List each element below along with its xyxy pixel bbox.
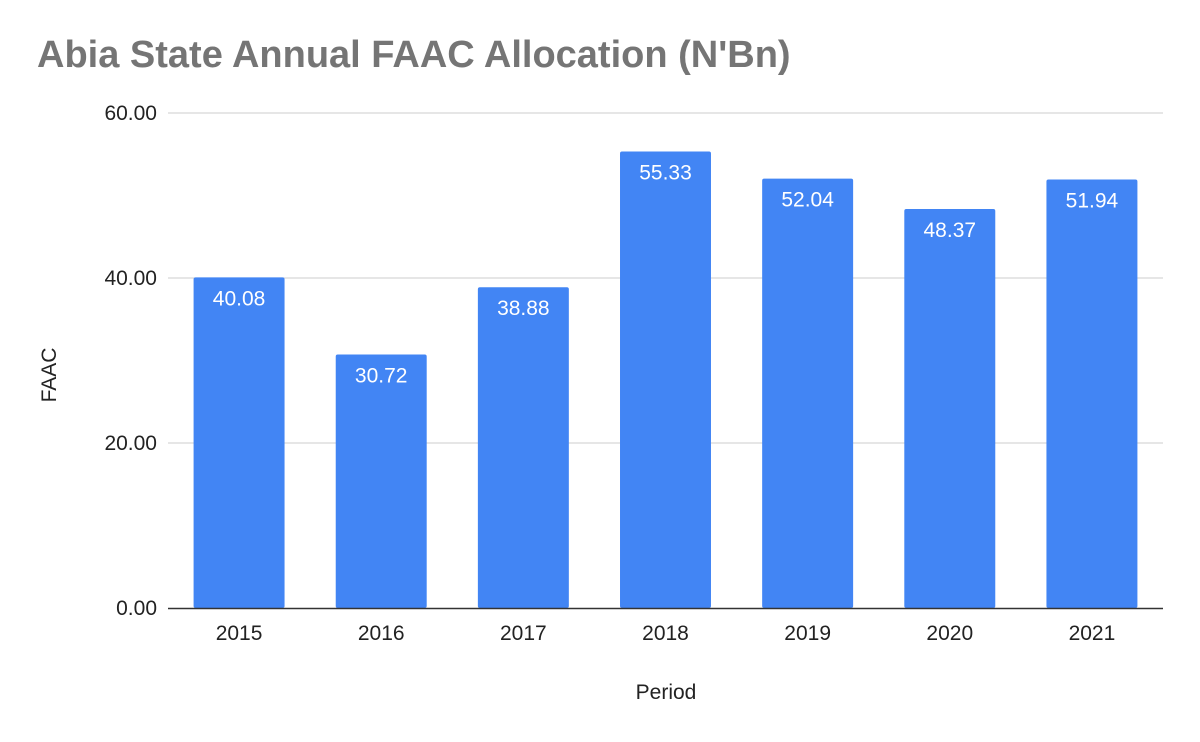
data-label: 38.88 bbox=[497, 297, 550, 320]
bar bbox=[335, 354, 427, 608]
x-tick-label: 2021 bbox=[1069, 622, 1116, 645]
bars bbox=[193, 151, 1138, 609]
x-axis-title: Period bbox=[636, 681, 697, 704]
x-axis-ticks: 2015 2016 2017 2018 2019 2020 2021 bbox=[216, 622, 1116, 645]
data-label: 30.72 bbox=[355, 365, 408, 388]
y-axis-title: FAAC bbox=[38, 348, 61, 403]
data-label: 48.37 bbox=[924, 219, 977, 242]
x-tick-label: 2017 bbox=[500, 622, 547, 645]
y-tick-label: 0.00 bbox=[116, 597, 157, 620]
bar bbox=[193, 277, 285, 608]
bar bbox=[904, 208, 996, 608]
data-label: 51.94 bbox=[1066, 189, 1119, 212]
data-label: 55.33 bbox=[639, 162, 692, 185]
y-tick-label: 20.00 bbox=[104, 432, 157, 455]
x-tick-label: 2020 bbox=[926, 622, 973, 645]
y-tick-label: 40.00 bbox=[104, 267, 157, 290]
x-tick-label: 2016 bbox=[358, 622, 405, 645]
bar bbox=[1046, 179, 1138, 608]
data-label: 52.04 bbox=[781, 189, 834, 212]
data-label: 40.08 bbox=[213, 287, 266, 310]
y-axis-ticks: 0.00 20.00 40.00 60.00 bbox=[104, 102, 157, 620]
data-labels: 40.08 30.72 38.88 55.33 52.04 48.37 51.94 bbox=[213, 162, 1119, 388]
bar bbox=[620, 151, 711, 608]
bar bbox=[477, 287, 569, 608]
x-tick-label: 2018 bbox=[642, 622, 689, 645]
bar bbox=[762, 178, 854, 609]
x-tick-label: 2015 bbox=[216, 622, 263, 645]
chart-title: Abia State Annual FAAC Allocation (N'Bn) bbox=[37, 34, 791, 76]
x-tick-label: 2019 bbox=[784, 622, 831, 645]
y-tick-label: 60.00 bbox=[104, 102, 157, 125]
